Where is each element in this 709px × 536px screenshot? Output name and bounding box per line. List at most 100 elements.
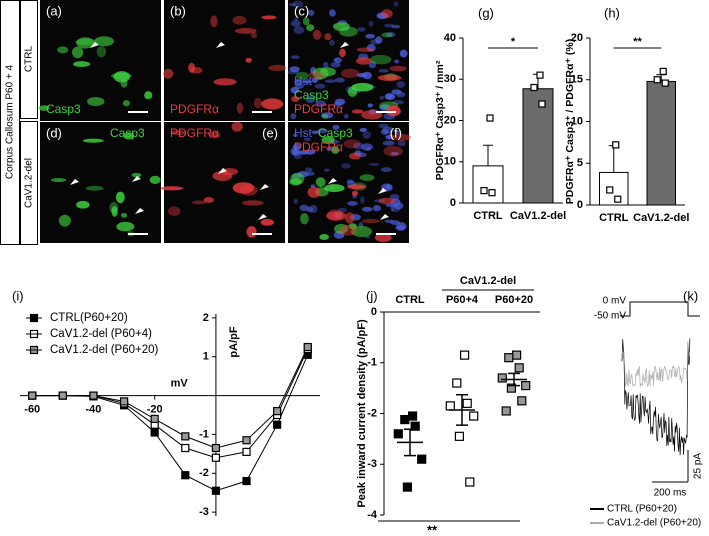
cell	[339, 224, 357, 236]
arrowhead	[216, 42, 225, 48]
arrowhead	[258, 214, 267, 220]
y-tick-label: 10	[571, 115, 583, 127]
row-label: CTRL	[24, 46, 35, 73]
data-point	[242, 476, 251, 486]
cell	[351, 225, 373, 237]
cell	[382, 140, 395, 146]
x-axis-label: mV	[171, 377, 189, 389]
y-tick-label: 0	[577, 199, 583, 211]
cell	[305, 95, 316, 104]
cell	[208, 131, 221, 139]
x-tick-label: P60+20	[495, 294, 533, 306]
cell	[144, 91, 153, 100]
cell	[50, 178, 67, 183]
data-point	[488, 189, 496, 197]
cell	[383, 145, 403, 157]
y-tick-label: -1	[367, 357, 377, 369]
cell	[377, 74, 402, 81]
data-point	[536, 71, 544, 79]
panel-letter: (g)	[478, 5, 494, 20]
cell	[347, 86, 358, 97]
y-axis-label: PDGFRα⁺ Casp3⁺ / mm²	[434, 60, 446, 180]
data-point	[454, 431, 464, 441]
cell	[353, 142, 365, 150]
micrograph: PDGFRα (e)	[160, 121, 285, 243]
cell	[324, 184, 345, 193]
data-point	[181, 432, 190, 441]
y-tick-label: 40	[444, 32, 456, 44]
cell	[393, 1, 399, 7]
cell	[334, 77, 345, 83]
micrograph: Casp3 (d)	[40, 122, 161, 243]
cell	[234, 27, 257, 34]
arrowhead	[260, 184, 269, 190]
y-tick-label: 20	[571, 32, 583, 44]
cell	[293, 17, 299, 22]
cell	[304, 149, 316, 155]
data-point	[303, 342, 312, 352]
x-tick-label: CTRL	[599, 212, 629, 224]
y-tick-label: 0	[371, 306, 377, 318]
cell	[308, 9, 315, 16]
cell	[333, 58, 339, 62]
y-tick-label: 0	[450, 197, 456, 209]
cell	[396, 80, 406, 88]
row-label: CaV1.2-del	[24, 158, 35, 208]
cell	[360, 196, 365, 204]
cell	[375, 36, 383, 44]
data-point	[410, 421, 420, 431]
cell	[71, 46, 84, 59]
y-tick-label: 10	[444, 156, 456, 168]
row-label-box	[20, 0, 38, 119]
cell	[390, 220, 401, 225]
cell	[73, 61, 91, 68]
arrowhead	[135, 208, 144, 214]
voltage-protocol	[620, 301, 700, 317]
cell	[374, 233, 392, 243]
cell	[96, 45, 107, 58]
bar	[646, 80, 676, 206]
cell	[302, 17, 310, 26]
cell	[311, 77, 318, 83]
x-tick-label: P60+4	[446, 294, 479, 306]
data-point	[504, 353, 514, 363]
cell	[292, 143, 302, 151]
cell	[58, 214, 71, 227]
data-point	[661, 79, 669, 87]
cell	[322, 61, 329, 69]
cell	[389, 65, 407, 72]
cell	[242, 200, 264, 206]
stain-label: Casp3	[46, 102, 81, 116]
cell	[170, 130, 186, 136]
cell	[340, 68, 360, 79]
cell	[76, 37, 95, 49]
cell	[334, 223, 349, 234]
cell	[236, 102, 244, 114]
section-label-box	[0, 0, 20, 245]
panel-letter: (j)	[366, 288, 378, 303]
cell	[306, 206, 314, 213]
cell	[203, 196, 215, 203]
cell	[312, 29, 322, 40]
cell	[361, 206, 373, 212]
arrowhead	[328, 178, 337, 184]
cell	[386, 105, 401, 117]
cell	[188, 62, 196, 73]
data-point	[462, 398, 472, 408]
cell	[293, 26, 305, 34]
data-point	[538, 100, 546, 108]
cell	[337, 207, 348, 213]
cell	[351, 82, 374, 92]
stain-label: Casp3	[110, 126, 145, 140]
cell	[260, 218, 274, 226]
cell	[359, 127, 367, 132]
y-tick-label: -2	[367, 407, 377, 419]
cell	[344, 113, 349, 119]
series-line	[32, 346, 309, 449]
cell	[253, 97, 262, 109]
legend-label: CaV1.2-del (P60+20)	[607, 518, 701, 529]
cell	[390, 152, 400, 156]
cell	[111, 206, 118, 217]
cell	[309, 205, 318, 214]
